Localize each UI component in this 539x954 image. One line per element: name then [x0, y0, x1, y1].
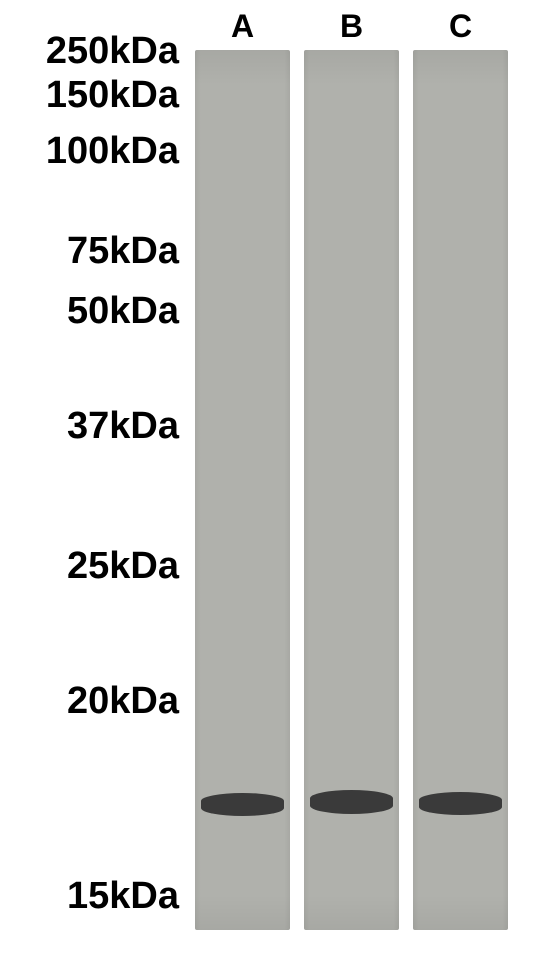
lane-label-c: C [413, 8, 508, 45]
lane-label-b: B [304, 8, 399, 45]
mw-marker-15: 15kDa [67, 875, 179, 918]
mw-marker-20: 20kDa [67, 680, 179, 723]
mw-marker-label: 25kDa [67, 545, 179, 587]
mw-marker-100: 100kDa [46, 130, 179, 173]
mw-marker-label: 20kDa [67, 680, 179, 722]
mw-marker-label: 15kDa [67, 875, 179, 917]
mw-marker-75: 75kDa [67, 230, 179, 273]
mw-marker-150: 150kDa [46, 74, 179, 117]
mw-marker-label: 100kDa [46, 130, 179, 172]
lane-a [195, 50, 290, 930]
lane-c [413, 50, 508, 930]
mw-marker-250: 250kDa [46, 30, 179, 73]
mw-marker-label: 250kDa [46, 30, 179, 72]
band-c [419, 792, 503, 815]
mw-marker-label: 50kDa [67, 290, 179, 332]
mw-marker-label: 37kDa [67, 405, 179, 447]
mw-marker-37: 37kDa [67, 405, 179, 448]
lane-label-a: A [195, 8, 290, 45]
mw-marker-label: 75kDa [67, 230, 179, 272]
band-a [201, 793, 285, 816]
band-b [310, 790, 394, 814]
mw-marker-25: 25kDa [67, 545, 179, 588]
mw-marker-50: 50kDa [67, 290, 179, 333]
western-blot-figure: 250kDa 150kDa 100kDa 75kDa 50kDa 37kDa 2… [0, 0, 539, 954]
lane-b [304, 50, 399, 930]
mw-marker-label: 150kDa [46, 74, 179, 116]
